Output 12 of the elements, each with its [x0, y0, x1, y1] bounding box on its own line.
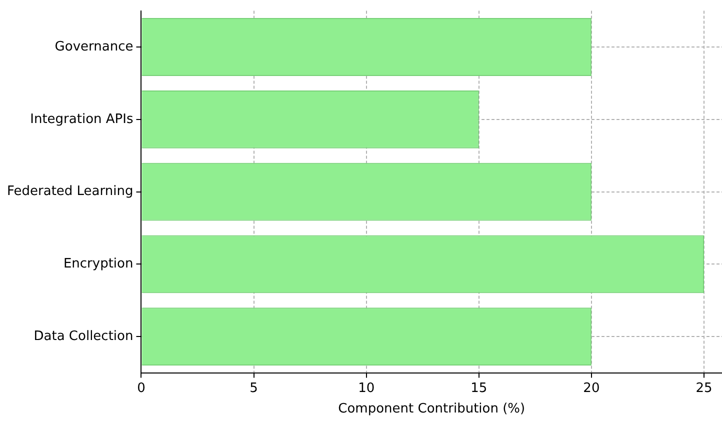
- x-tick-label: 15: [470, 380, 488, 396]
- y-tick-label: Data Collection: [34, 328, 134, 344]
- x-tick-label: 10: [358, 380, 375, 396]
- x-tick-label: 0: [137, 380, 146, 396]
- y-tick-label: Integration APIs: [30, 112, 134, 127]
- y-tick-label: Federated Learning: [6, 184, 134, 200]
- x-tick-label: 20: [583, 380, 600, 396]
- x-tick-label: 5: [250, 380, 258, 396]
- y-tick-label: Governance: [54, 39, 134, 54]
- x-tick-label: 25: [696, 380, 712, 396]
- y-tick-label: Encryption: [63, 256, 134, 272]
- x-axis-title: Component Contribution (%): [338, 402, 526, 417]
